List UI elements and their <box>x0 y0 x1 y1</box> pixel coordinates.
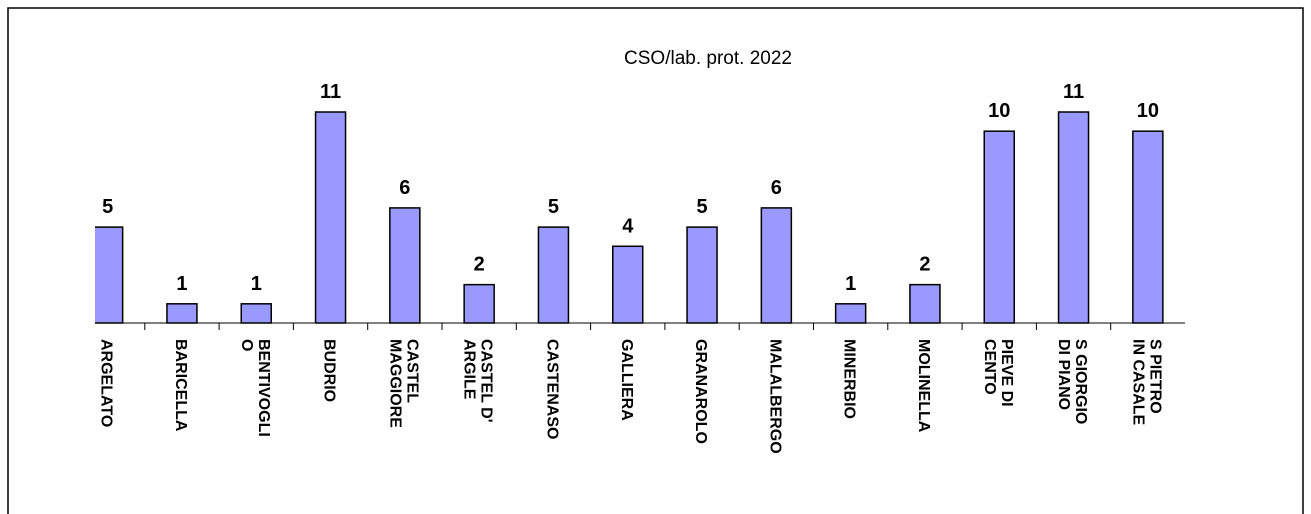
data-label: 11 <box>320 81 341 103</box>
data-label: 10 <box>988 100 1010 122</box>
bar <box>537 226 570 324</box>
data-label: 1 <box>845 273 856 295</box>
data-label: 5 <box>548 196 559 218</box>
bar <box>314 111 347 324</box>
x-tick-label: MOLINELLA <box>915 339 932 433</box>
bar <box>1057 111 1090 324</box>
x-tick-label: S GIORGIODI PIANO <box>1055 339 1089 424</box>
data-label: 1 <box>251 273 262 295</box>
bar <box>834 303 867 324</box>
data-label: 11 <box>1063 81 1084 103</box>
data-label: 10 <box>1137 100 1159 122</box>
bar <box>166 303 198 324</box>
chart-title: CSO/lab. prot. 2022 <box>624 48 792 69</box>
x-tick-label: MINERBIO <box>841 339 858 419</box>
data-label: 2 <box>919 254 930 276</box>
x-tick-label: GALLIERA <box>618 339 635 421</box>
bar <box>240 303 272 324</box>
x-tick-label: BARICELLA <box>172 339 189 432</box>
bar <box>95 226 124 324</box>
bar <box>389 207 421 324</box>
data-label: 5 <box>696 196 707 218</box>
bar <box>760 207 793 324</box>
data-label: 6 <box>771 177 782 199</box>
x-tick-label: CASTENASO <box>543 339 560 439</box>
bar <box>1132 130 1164 324</box>
bar <box>983 130 1015 324</box>
x-tick-label: BUDRIO <box>321 339 338 402</box>
data-label: 2 <box>474 254 485 276</box>
frame <box>7 7 1304 514</box>
data-label: 1 <box>176 273 187 295</box>
x-tick-label: S PIETROIN CASALE <box>1129 339 1163 426</box>
x-tick-label: GRANAROLO <box>692 339 709 444</box>
bar <box>463 283 495 324</box>
x-tick-label: BENTIVOGLIO <box>238 339 272 437</box>
x-tick-label: ARGELATO <box>98 339 115 427</box>
x-tick-label: CASTEL D'ARGILE <box>461 339 495 423</box>
bar <box>909 283 941 324</box>
data-label: 5 <box>102 196 113 218</box>
data-label: 6 <box>399 177 410 199</box>
bar <box>686 226 718 324</box>
x-tick-label: CASTELMAGGIORE <box>386 339 420 428</box>
x-tick-label: PIEVE DICENTO <box>981 339 1015 407</box>
x-tick-label: MALALBERGO <box>766 339 783 454</box>
bar <box>612 245 644 324</box>
data-label: 4 <box>622 215 634 237</box>
plot-area: 5 ARGELATO 1 BARICELLA 1 BENTIVOGLIO 11 BUDRIO 6… <box>95 81 1164 454</box>
